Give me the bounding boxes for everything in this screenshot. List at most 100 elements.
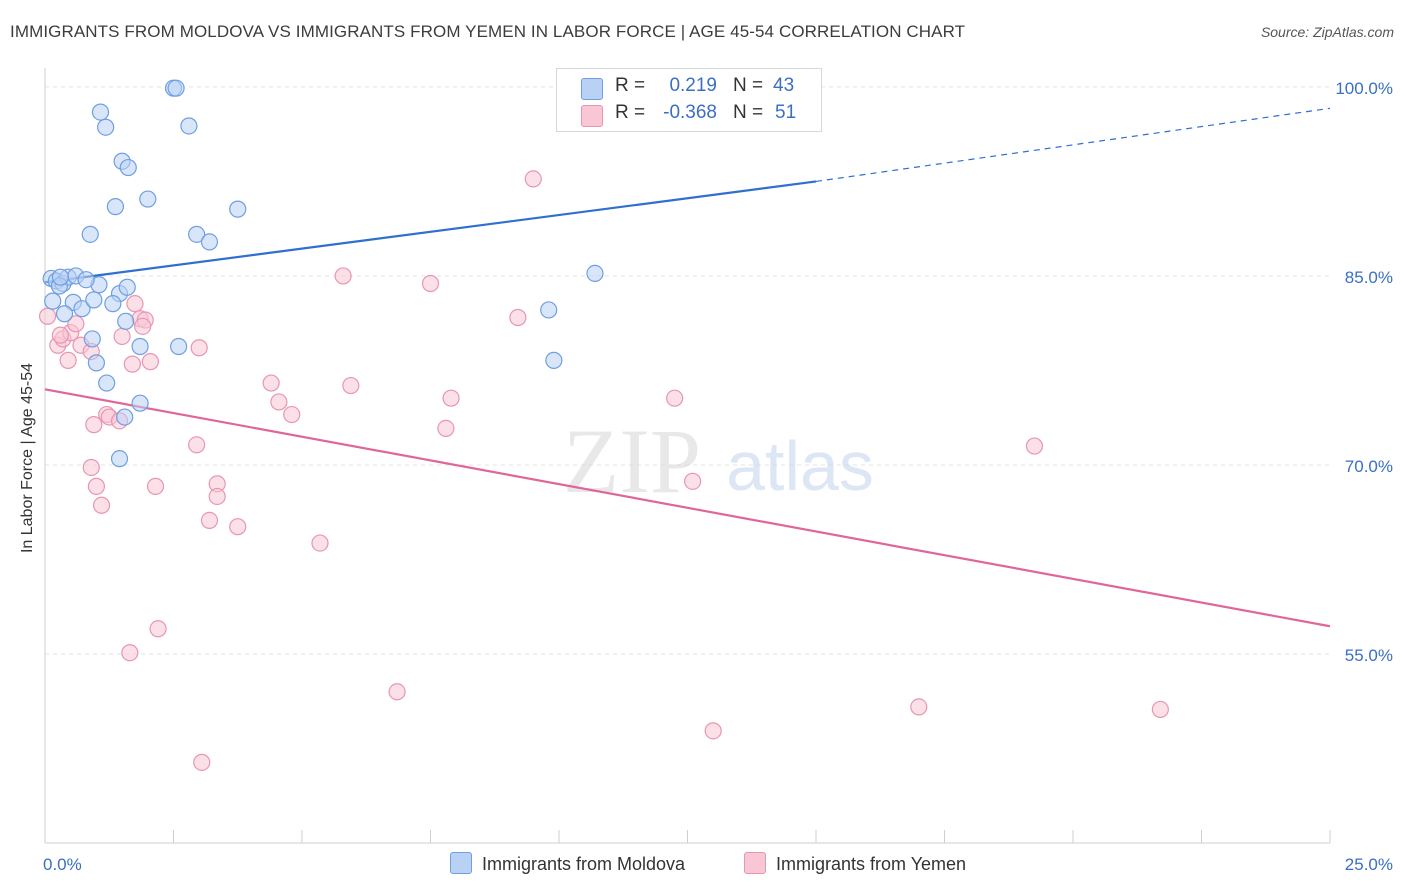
yemen-point bbox=[208, 487, 226, 506]
moldova-trend-extension bbox=[815, 107, 1331, 183]
trend-lines bbox=[44, 107, 1331, 628]
yemen-point bbox=[704, 722, 722, 740]
yemen-swatch bbox=[581, 105, 603, 127]
moldova-point bbox=[167, 79, 185, 97]
yemen-point bbox=[190, 339, 208, 357]
yemen-point bbox=[188, 436, 206, 454]
yemen-point bbox=[134, 317, 152, 335]
gridlines bbox=[45, 86, 1330, 655]
yemen-point bbox=[270, 393, 288, 411]
y-tick-label: 100.0% bbox=[1335, 79, 1393, 98]
yemen-swatch bbox=[744, 852, 766, 874]
yemen-point bbox=[1151, 700, 1169, 719]
moldova-point bbox=[139, 190, 157, 208]
moldova-point bbox=[117, 312, 135, 330]
moldova-point bbox=[97, 118, 115, 136]
yemen-point bbox=[126, 295, 144, 313]
moldova-points bbox=[42, 79, 774, 468]
y-tick-label: 85.0% bbox=[1345, 268, 1393, 287]
yemen-point bbox=[311, 534, 329, 552]
yemen-point bbox=[388, 683, 406, 701]
yemen-point bbox=[85, 416, 103, 434]
yemen-point bbox=[524, 170, 542, 188]
yemen-point bbox=[38, 307, 57, 325]
moldova-point bbox=[104, 295, 122, 313]
moldova-point bbox=[73, 300, 91, 318]
yemen-point bbox=[149, 620, 167, 638]
stats-legend: R = 0.219 N = 43 R = -0.368 N = 51 bbox=[556, 68, 822, 132]
yemen-point bbox=[666, 389, 684, 407]
source-label: Source: ZipAtlas.com bbox=[1260, 24, 1394, 40]
moldova-trend-line bbox=[44, 180, 817, 284]
x-tick-label: 25.0% bbox=[1345, 855, 1393, 874]
n-value: 43 bbox=[773, 75, 795, 96]
moldova-point bbox=[131, 337, 149, 356]
yemen-trend-line bbox=[44, 388, 1331, 628]
yemen-point bbox=[262, 374, 280, 392]
moldova-swatch bbox=[581, 78, 603, 100]
legend-label: Immigrants from Moldova bbox=[482, 854, 686, 874]
yemen-point bbox=[334, 267, 352, 285]
yemen-point bbox=[421, 274, 440, 293]
yemen-point bbox=[141, 353, 159, 371]
x-tick-labels: 0.0% 25.0% bbox=[43, 855, 1393, 874]
yemen-point bbox=[67, 315, 85, 333]
moldova-point bbox=[98, 374, 116, 392]
yemen-point bbox=[910, 698, 928, 716]
moldova-point bbox=[44, 292, 62, 310]
yemen-point bbox=[509, 308, 527, 327]
yemen-point bbox=[82, 458, 100, 477]
moldova-point bbox=[586, 264, 604, 283]
moldova-point bbox=[170, 337, 188, 356]
n-label: N = bbox=[733, 102, 764, 123]
yemen-point bbox=[229, 518, 247, 536]
yemen-point bbox=[146, 477, 165, 495]
moldova-point bbox=[131, 394, 149, 412]
moldova-point bbox=[200, 233, 219, 251]
n-label: N = bbox=[733, 75, 764, 96]
yemen-point bbox=[51, 326, 70, 344]
legend-label: Immigrants from Yemen bbox=[776, 854, 967, 874]
moldova-point bbox=[180, 117, 198, 135]
moldova-point bbox=[188, 225, 206, 243]
moldova-point bbox=[83, 330, 101, 348]
moldova-point bbox=[81, 225, 99, 243]
moldova-point bbox=[116, 408, 134, 426]
moldova-point bbox=[77, 271, 95, 289]
yemen-point bbox=[87, 477, 106, 495]
r-value: 0.219 bbox=[669, 75, 717, 96]
watermark-zip: ZIP bbox=[563, 410, 701, 512]
y-tick-label: 55.0% bbox=[1345, 646, 1393, 665]
r-label: R = bbox=[615, 75, 646, 96]
moldova-point bbox=[91, 103, 110, 121]
yemen-point bbox=[283, 405, 301, 424]
yemen-point bbox=[200, 511, 219, 529]
moldova-point bbox=[51, 268, 70, 286]
moldova-point bbox=[119, 158, 137, 177]
legend-item-yemen[interactable]: Immigrants from Yemen bbox=[744, 852, 966, 875]
moldova-point bbox=[106, 198, 125, 216]
moldova-point bbox=[229, 200, 247, 218]
yemen-point bbox=[442, 389, 460, 407]
moldova-point bbox=[545, 351, 563, 369]
legend-item-moldova[interactable]: Immigrants from Moldova bbox=[450, 852, 685, 875]
yemen-point bbox=[684, 472, 702, 490]
moldova-point bbox=[118, 278, 136, 296]
x-tick-label: 0.0% bbox=[43, 855, 82, 874]
legend-row-moldova: R = 0.219 N = 43 bbox=[557, 75, 821, 101]
moldova-point bbox=[85, 291, 103, 309]
yemen-point bbox=[437, 419, 455, 438]
yemen-point bbox=[193, 753, 211, 771]
chart-title: IMMIGRANTS FROM MOLDOVA VS IMMIGRANTS FR… bbox=[10, 22, 966, 41]
moldova-point bbox=[540, 301, 558, 319]
moldova-point bbox=[55, 305, 74, 323]
yemen-point bbox=[113, 327, 131, 346]
yemen-point bbox=[1025, 437, 1044, 455]
yemen-point bbox=[92, 496, 111, 514]
yemen-points bbox=[38, 170, 1169, 771]
axes bbox=[44, 68, 1331, 844]
yemen-point bbox=[121, 644, 139, 662]
yemen-point bbox=[59, 351, 77, 369]
legend-row-yemen: R = -0.368 N = 51 bbox=[557, 102, 821, 128]
